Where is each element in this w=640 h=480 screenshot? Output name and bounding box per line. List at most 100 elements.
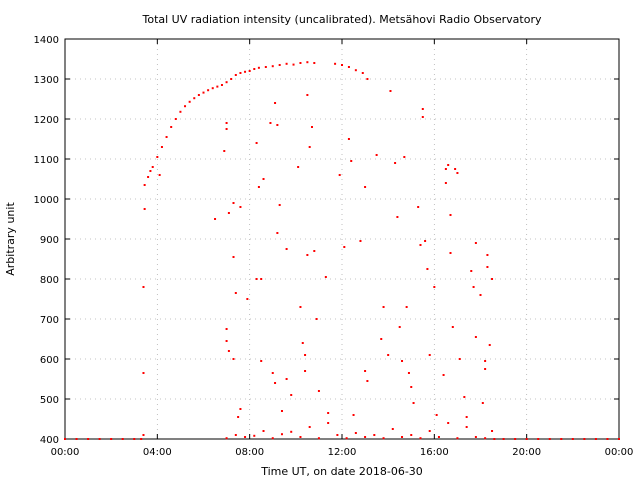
data-point: [248, 70, 251, 72]
data-point: [149, 170, 152, 172]
data-point: [299, 306, 302, 308]
data-point: [308, 146, 311, 148]
data-point: [334, 62, 337, 65]
data-point: [410, 386, 413, 388]
data-point: [223, 150, 226, 152]
data-point: [486, 266, 489, 268]
data-point: [253, 68, 256, 70]
data-point: [398, 326, 401, 328]
data-point: [151, 166, 154, 168]
data-point: [403, 156, 406, 158]
data-point: [401, 436, 404, 438]
data-point: [262, 430, 265, 432]
data-point: [514, 438, 517, 440]
data-point: [278, 204, 281, 206]
data-point: [361, 72, 364, 74]
data-point: [299, 62, 302, 64]
data-point: [354, 69, 357, 72]
data-point: [225, 340, 228, 342]
data-point: [310, 126, 313, 128]
x-tick-label: 16:00: [420, 447, 449, 458]
data-point: [484, 368, 487, 370]
data-point: [211, 87, 214, 90]
data-point: [472, 286, 475, 288]
data-point: [278, 64, 281, 66]
data-point: [143, 208, 146, 210]
data-point: [142, 434, 145, 436]
data-point: [352, 414, 355, 416]
data-point: [484, 437, 487, 440]
data-point: [417, 206, 420, 208]
data-point: [347, 138, 350, 140]
data-point: [308, 426, 311, 428]
data-point: [160, 146, 163, 148]
data-point: [317, 390, 320, 392]
data-point: [271, 437, 274, 440]
data-point: [474, 336, 477, 338]
data-point: [474, 436, 477, 438]
data-point: [143, 184, 146, 186]
data-point: [606, 438, 609, 440]
data-point: [481, 402, 484, 404]
data-point: [239, 408, 242, 410]
data-point: [255, 142, 258, 144]
y-tick-label: 600: [40, 355, 59, 366]
data-point: [234, 292, 237, 294]
data-point: [280, 433, 283, 436]
data-point: [299, 436, 302, 438]
data-point: [463, 396, 466, 398]
data-point: [140, 438, 143, 440]
data-point: [451, 326, 454, 328]
data-point: [456, 437, 459, 440]
data-point: [313, 62, 316, 64]
data-point: [274, 102, 277, 104]
data-point: [227, 350, 230, 352]
data-point: [304, 370, 307, 372]
data-point: [214, 218, 217, 220]
x-axis-label: Time UT, on date 2018-06-30: [260, 465, 423, 478]
data-point: [271, 65, 274, 68]
data-point: [421, 108, 424, 110]
data-point: [465, 416, 468, 418]
y-tick-label: 400: [40, 435, 59, 446]
data-points: [64, 61, 620, 440]
data-point: [232, 202, 235, 204]
data-point: [364, 186, 367, 188]
data-point: [87, 438, 90, 440]
data-point: [410, 434, 413, 436]
data-point: [433, 286, 436, 288]
data-point: [225, 437, 228, 440]
data-point: [341, 64, 343, 66]
data-point: [375, 154, 378, 156]
x-tick-label: 12:00: [328, 447, 357, 458]
data-point: [227, 212, 230, 214]
data-point: [488, 344, 491, 346]
data-point: [470, 270, 473, 272]
data-point: [454, 168, 457, 170]
data-point: [165, 136, 168, 138]
data-point: [583, 438, 586, 440]
data-point: [364, 436, 367, 438]
data-point: [142, 286, 145, 288]
data-point: [147, 176, 150, 178]
data-point: [133, 438, 136, 440]
data-point: [255, 278, 258, 280]
data-point: [306, 61, 309, 64]
data-point: [262, 178, 265, 180]
data-point: [571, 438, 574, 440]
data-point: [336, 434, 339, 436]
data-point: [280, 410, 283, 412]
data-point: [297, 166, 300, 168]
data-point: [216, 85, 219, 88]
data-point: [382, 437, 385, 440]
data-point: [382, 306, 385, 308]
data-point: [75, 438, 78, 440]
data-point: [234, 434, 237, 436]
x-tick-label: 04:00: [143, 447, 172, 458]
data-point: [158, 174, 161, 176]
data-point: [276, 124, 279, 126]
y-tick-label: 500: [40, 395, 59, 406]
data-point: [391, 428, 394, 430]
data-point: [285, 248, 288, 250]
